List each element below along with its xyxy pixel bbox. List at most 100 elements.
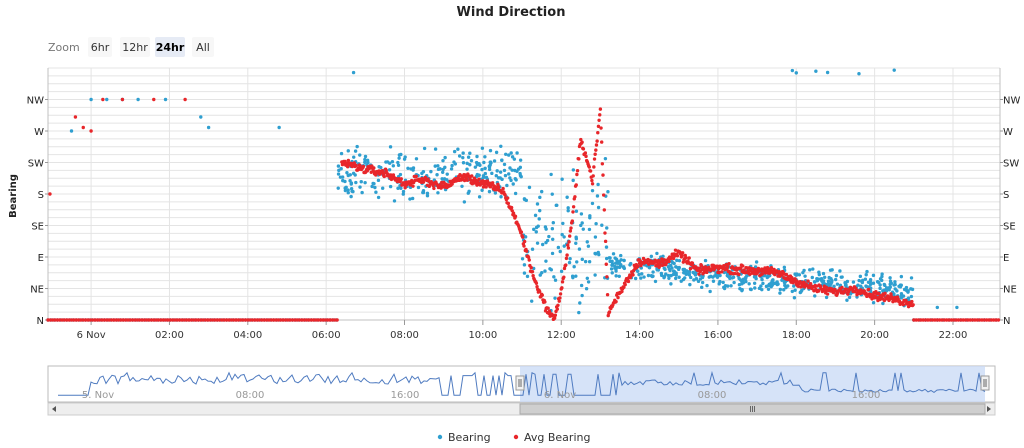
avg-bearing-point <box>581 147 586 151</box>
navigator-handle[interactable] <box>515 375 525 391</box>
avg-bearing-point <box>594 143 599 147</box>
bearing-point <box>899 274 904 279</box>
bearing-point <box>688 282 692 287</box>
avg-bearing-point <box>741 264 745 268</box>
bearing-point <box>670 259 674 264</box>
bearing-point <box>488 163 492 167</box>
bearing-point <box>935 305 940 310</box>
bearing-point <box>622 266 627 271</box>
avg-bearing-point <box>73 115 78 119</box>
zoom-button-bg <box>155 37 185 57</box>
bearing-point <box>488 160 493 164</box>
y-tick-label-left: E <box>38 253 44 264</box>
legend-item-bearing[interactable]: Bearing <box>437 431 491 444</box>
avg-bearing-point <box>227 318 231 322</box>
bearing-point <box>817 272 821 277</box>
bearing-point <box>499 195 503 199</box>
avg-bearing-point <box>564 263 568 267</box>
bearing-point <box>603 156 608 161</box>
bearing-point <box>729 284 733 288</box>
navigator[interactable]: 5. Nov 08:00 16:00 6. Nov 08:00 16:00 <box>47 365 996 416</box>
bearing-point <box>766 287 771 292</box>
avg-bearing-point <box>55 318 60 322</box>
bearing-point <box>769 281 773 285</box>
avg-bearing-point <box>76 318 81 322</box>
bearing-point <box>498 170 503 174</box>
x-tick-label: 04:00 <box>233 330 262 341</box>
avg-bearing-point <box>592 165 596 169</box>
avg-bearing-point <box>248 318 252 322</box>
bearing-point <box>661 254 665 258</box>
bearing-point <box>600 223 604 227</box>
avg-bearing-point <box>267 318 271 322</box>
bearing-point <box>445 178 449 182</box>
bearing-point <box>858 274 863 279</box>
bearing-point <box>816 277 820 281</box>
avg-bearing-point <box>522 244 526 248</box>
zoom-button-24hr[interactable]: 24hr <box>155 37 185 57</box>
avg-bearing-point <box>867 287 871 292</box>
bearing-point <box>888 285 893 289</box>
y-tick-label-right: SE <box>1003 222 1016 233</box>
avg-bearing-point <box>919 318 923 322</box>
avg-bearing-point <box>531 274 535 278</box>
bearing-point <box>337 168 341 173</box>
avg-bearing-point <box>166 318 170 322</box>
navigator-handle[interactable] <box>980 375 990 391</box>
bearing-point <box>649 254 654 259</box>
bearing-point <box>513 168 517 173</box>
bearing-point <box>604 256 609 261</box>
avg-bearing-point <box>88 318 93 322</box>
bearing-point <box>753 286 757 290</box>
avg-bearing-point <box>667 259 671 264</box>
bearing-point <box>465 161 469 166</box>
chart-title: Wind Direction <box>457 5 566 20</box>
bearing-point <box>579 283 584 288</box>
bearing-point <box>343 186 347 190</box>
x-tick-label: 12:00 <box>547 330 576 341</box>
bearing-point <box>587 260 592 264</box>
avg-bearing-point <box>573 195 577 199</box>
bearing-point <box>565 195 569 199</box>
bearing-point <box>346 188 350 192</box>
bearing-point <box>672 270 677 274</box>
bearing-point <box>509 178 513 183</box>
bearing-point <box>604 245 609 249</box>
avg-bearing-point <box>968 318 972 322</box>
avg-bearing-point <box>346 158 351 163</box>
avg-bearing-point <box>688 267 693 271</box>
avg-bearing-point <box>519 230 524 234</box>
bearing-point <box>578 301 582 305</box>
avg-bearing-point <box>579 137 583 142</box>
avg-bearing-point <box>916 318 921 322</box>
y-tick-label-right: NW <box>1003 96 1020 107</box>
avg-bearing-point <box>733 271 737 276</box>
bearing-point <box>493 191 498 195</box>
bearing-point <box>401 192 405 196</box>
bearing-point <box>633 276 638 281</box>
bearing-point <box>829 282 833 287</box>
avg-bearing-point <box>286 318 290 322</box>
avg-bearing-point <box>496 185 501 189</box>
avg-bearing-point <box>199 318 203 322</box>
avg-bearing-point <box>196 318 201 322</box>
bearing-point <box>399 186 403 190</box>
avg-bearing-point <box>605 275 609 279</box>
navigator-scrollbar[interactable] <box>47 402 996 416</box>
bearing-point <box>904 285 909 290</box>
zoom-button-all[interactable]: All <box>192 37 214 57</box>
bearing-point <box>354 180 358 185</box>
bearing-point <box>345 171 349 175</box>
avg-bearing-point <box>86 318 90 322</box>
avg-bearing-point <box>904 298 908 303</box>
bearing-point <box>771 278 775 282</box>
bearing-point <box>906 290 910 294</box>
avg-bearing-point <box>814 284 819 288</box>
zoom-button-6hr[interactable]: 6hr <box>88 37 112 57</box>
avg-bearing-point <box>588 169 593 173</box>
zoom-button-12hr[interactable]: 12hr <box>120 37 150 57</box>
avg-bearing-point <box>60 318 64 322</box>
bearing-point <box>845 298 849 302</box>
bearing-point <box>674 276 678 281</box>
legend-item-avg-bearing[interactable]: Avg Bearing <box>513 431 591 444</box>
